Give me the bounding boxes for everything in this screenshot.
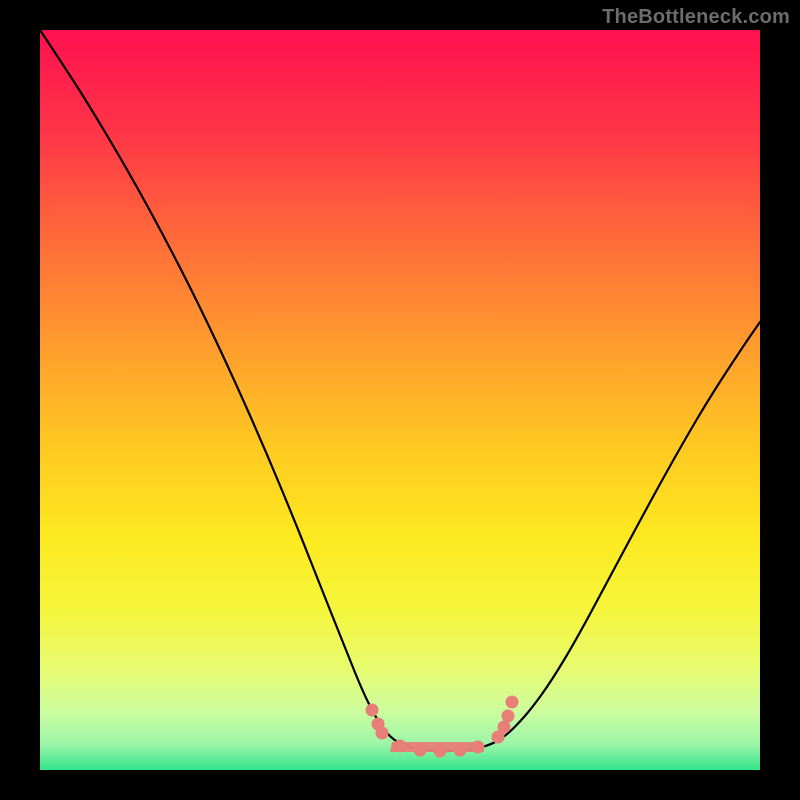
marker-dot bbox=[366, 704, 379, 717]
chart-stage: TheBottleneck.com bbox=[0, 0, 800, 800]
bottleneck-curve-chart bbox=[0, 0, 800, 800]
watermark-text: TheBottleneck.com bbox=[602, 6, 790, 29]
plot-background bbox=[40, 30, 760, 770]
marker-dot bbox=[394, 740, 407, 753]
marker-dot bbox=[502, 710, 515, 723]
marker-dot bbox=[376, 727, 389, 740]
marker-dot bbox=[454, 744, 467, 757]
marker-dot bbox=[414, 744, 427, 757]
marker-dot bbox=[506, 696, 519, 709]
marker-dot bbox=[472, 741, 485, 754]
marker-dot bbox=[434, 745, 447, 758]
